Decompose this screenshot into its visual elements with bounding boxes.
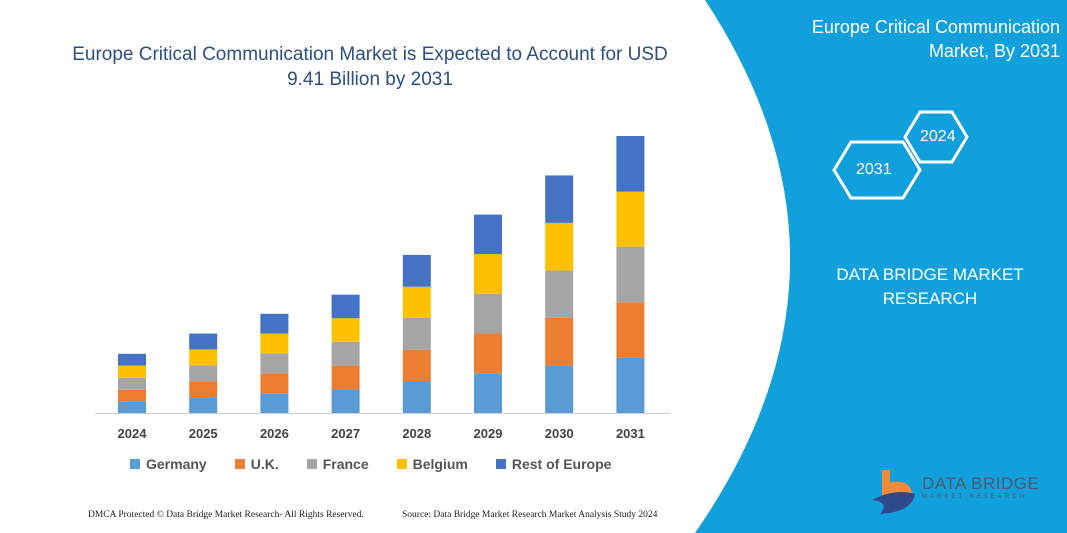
x-tick-label: 2030 [545, 426, 574, 441]
bar-segment-2029-3 [474, 254, 502, 294]
bar-segment-2027-4 [331, 294, 360, 319]
bar-segment-2027-0 [331, 389, 360, 413]
bar-segment-2031-2 [616, 246, 645, 303]
bar-segment-2028-0 [402, 381, 431, 413]
bar-segment-2024-2 [118, 377, 146, 390]
bar-segment-2030-2 [545, 270, 574, 318]
x-tick-label: 2025 [189, 426, 218, 441]
bar-segment-2026-0 [260, 393, 289, 413]
bar-segment-2024-1 [118, 389, 146, 402]
legend-item: Belgium [396, 456, 468, 472]
bar-segment-2025-2 [189, 365, 218, 382]
bar-segment-2028-4 [402, 254, 431, 287]
bar-segment-2024-4 [118, 353, 146, 366]
bar-segment-2025-0 [189, 397, 218, 413]
hex-label-2031: 2031 [856, 161, 892, 178]
copyright-notice: DMCA Protected © Data Bridge Market Rese… [88, 510, 364, 520]
legend-label: France [322, 456, 369, 472]
chart-title: Europe Critical Communication Market is … [72, 44, 668, 90]
legend-item: U.K. [234, 456, 279, 472]
legend-item: Rest of Europe [495, 456, 612, 472]
bar-segment-2029-4 [474, 214, 502, 255]
bar-segment-2025-3 [189, 349, 218, 366]
brand-name: DATA BRIDGE MARKET RESEARCH [836, 265, 1024, 308]
logo-text: DATA BRIDGE [922, 474, 1040, 493]
legend: Germany U.K. France Belgium Rest of Europe [130, 456, 611, 472]
bar-segment-2026-3 [260, 333, 289, 354]
bar-segment-2028-3 [402, 286, 431, 318]
bar-segment-2030-1 [545, 317, 574, 366]
bar-segment-2026-1 [260, 373, 289, 394]
legend-swatch [495, 459, 506, 469]
bar-segment-2031-0 [616, 357, 645, 413]
bar-segment-2031-3 [616, 191, 645, 247]
hex-label-2024: 2024 [920, 128, 956, 145]
bar-segment-2029-0 [474, 373, 502, 413]
x-tick-label: 2031 [616, 426, 645, 441]
bar-segment-2027-1 [331, 365, 360, 390]
legend-item: France [306, 456, 369, 472]
legend-swatch [396, 459, 407, 469]
legend-label: Belgium [412, 456, 468, 472]
bar-segment-2027-3 [331, 318, 360, 342]
bar-segment-2031-4 [616, 136, 645, 192]
bar-segment-2031-1 [616, 302, 645, 358]
bar-segment-2030-4 [545, 175, 574, 223]
legend-swatch [130, 459, 140, 469]
bar-segment-2029-1 [474, 333, 502, 374]
legend-swatch [306, 459, 317, 469]
x-tick-label: 2024 [118, 426, 148, 441]
bar-segment-2028-1 [402, 349, 431, 382]
bar-segment-2029-2 [474, 293, 502, 334]
x-tick-label: 2027 [331, 426, 360, 441]
legend-label: Germany [146, 456, 207, 472]
bar-segment-2028-2 [402, 317, 431, 350]
hexagon-2031 [832, 140, 922, 200]
bar-segment-2030-3 [545, 222, 574, 271]
hexagon-2024 [903, 110, 969, 164]
stacked-bar-chart: 2024 2025 2026 2027 2028 2029 2030 2031 [95, 136, 670, 441]
bar-segment-2025-1 [189, 381, 218, 398]
legend-swatch [234, 459, 245, 469]
legend-item: Germany [130, 456, 207, 472]
bar-segment-2030-0 [545, 365, 574, 413]
x-tick-label: 2026 [260, 426, 289, 441]
x-tick-label: 2029 [474, 426, 503, 441]
source-note: Source: Data Bridge Market Research Mark… [402, 510, 658, 520]
panel-title: Europe Critical Communication Market, By… [811, 17, 1060, 61]
bar-segment-2026-2 [260, 353, 289, 374]
bar-segment-2024-0 [118, 401, 146, 413]
bar-segment-2026-4 [260, 313, 289, 334]
x-tick-label: 2028 [402, 426, 431, 441]
legend-label: Rest of Europe [511, 456, 612, 472]
logo-icon [872, 470, 915, 514]
bar-segment-2027-2 [331, 341, 360, 366]
bar-segment-2025-4 [189, 333, 218, 350]
legend-label: U.K. [250, 456, 279, 472]
logo-subtext: MARKET RESEARCH [922, 494, 1027, 500]
bar-segment-2024-3 [118, 365, 146, 378]
